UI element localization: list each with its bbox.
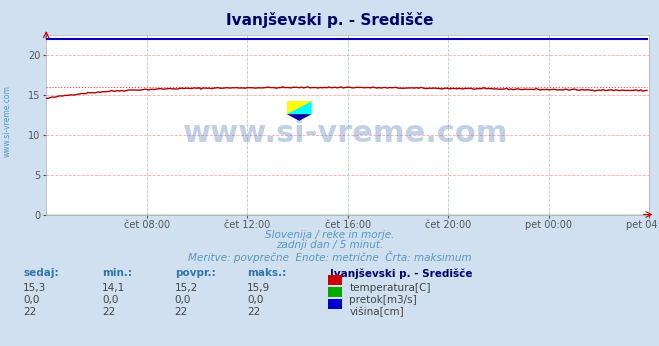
Text: www.si-vreme.com: www.si-vreme.com bbox=[3, 85, 12, 157]
Text: pretok[m3/s]: pretok[m3/s] bbox=[349, 295, 417, 305]
Text: 15,3: 15,3 bbox=[23, 283, 46, 293]
Text: višina[cm]: višina[cm] bbox=[349, 307, 404, 317]
Text: 22: 22 bbox=[175, 307, 188, 317]
Text: Slovenija / reke in morje.: Slovenija / reke in morje. bbox=[265, 230, 394, 240]
Text: temperatura[C]: temperatura[C] bbox=[349, 283, 431, 293]
Text: 22: 22 bbox=[23, 307, 36, 317]
Text: 14,1: 14,1 bbox=[102, 283, 125, 293]
Text: www.si-vreme.com: www.si-vreme.com bbox=[183, 119, 509, 148]
Text: Ivanjševski p. - Središče: Ivanjševski p. - Središče bbox=[330, 268, 472, 279]
Text: zadnji dan / 5 minut.: zadnji dan / 5 minut. bbox=[276, 240, 383, 251]
Text: min.:: min.: bbox=[102, 268, 132, 278]
Text: maks.:: maks.: bbox=[247, 268, 287, 278]
Text: Meritve: povprečne  Enote: metrične  Črta: maksimum: Meritve: povprečne Enote: metrične Črta:… bbox=[188, 251, 471, 263]
Text: 0,0: 0,0 bbox=[247, 295, 264, 305]
Text: povpr.:: povpr.: bbox=[175, 268, 215, 278]
Text: 15,9: 15,9 bbox=[247, 283, 270, 293]
Text: 0,0: 0,0 bbox=[23, 295, 40, 305]
Text: sedaj:: sedaj: bbox=[23, 268, 59, 278]
Text: 22: 22 bbox=[102, 307, 115, 317]
Text: 0,0: 0,0 bbox=[175, 295, 191, 305]
Text: Ivanjševski p. - Središče: Ivanjševski p. - Središče bbox=[226, 12, 433, 28]
Text: 0,0: 0,0 bbox=[102, 295, 119, 305]
Text: 22: 22 bbox=[247, 307, 260, 317]
Text: 15,2: 15,2 bbox=[175, 283, 198, 293]
